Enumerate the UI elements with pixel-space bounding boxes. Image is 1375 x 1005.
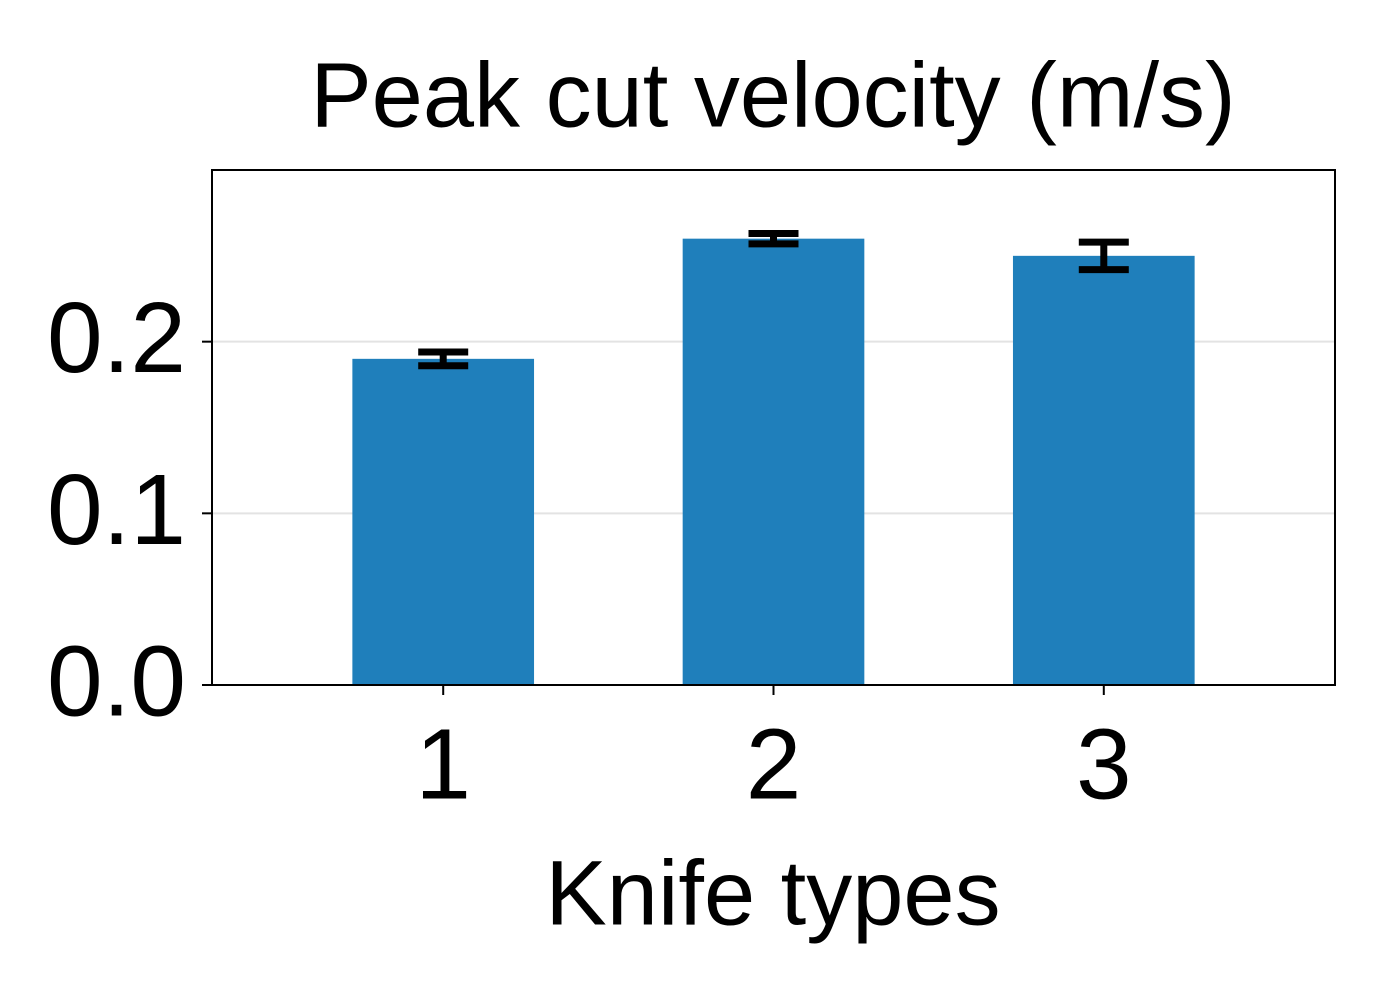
y-tick-label: 0.0	[47, 625, 186, 737]
y-tick-label: 0.1	[47, 454, 186, 566]
error-bar	[1078, 238, 1129, 274]
error-bar	[748, 230, 799, 248]
y-tick-label: 0.2	[47, 282, 186, 394]
x-tick-label: 2	[746, 708, 802, 820]
plot-frame	[211, 169, 1336, 686]
bar	[682, 238, 865, 685]
x-tick-label: 3	[1076, 708, 1132, 820]
chart-title: Peak cut velocity (m/s)	[310, 44, 1235, 146]
error-bar	[418, 348, 469, 370]
x-axis-label: Knife types	[545, 842, 1000, 944]
bar	[1012, 255, 1195, 686]
x-tick-label: 1	[415, 708, 471, 820]
bar	[352, 358, 535, 685]
